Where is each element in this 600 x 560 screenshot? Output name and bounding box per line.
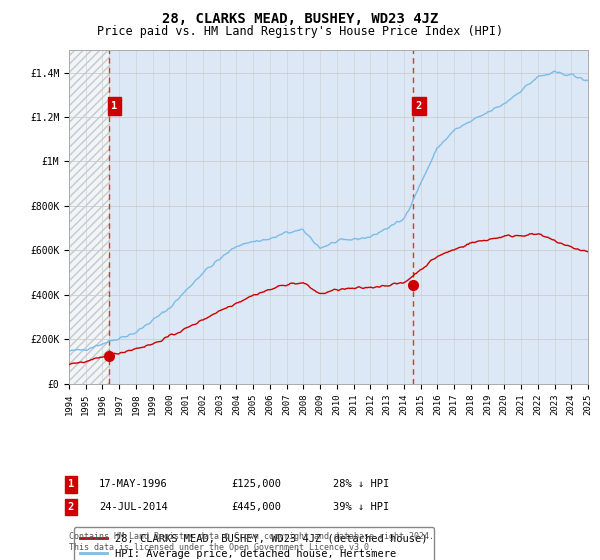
Text: 28% ↓ HPI: 28% ↓ HPI (333, 479, 389, 489)
Text: 1: 1 (68, 479, 74, 489)
Bar (69, 50, 109, 384)
Legend: 28, CLARKS MEAD, BUSHEY, WD23 4JZ (detached house), HPI: Average price, detached: 28, CLARKS MEAD, BUSHEY, WD23 4JZ (detac… (74, 527, 434, 560)
Text: 17-MAY-1996: 17-MAY-1996 (99, 479, 168, 489)
Text: 24-JUL-2014: 24-JUL-2014 (99, 502, 168, 512)
Text: 2: 2 (416, 101, 422, 111)
Text: £125,000: £125,000 (231, 479, 281, 489)
Text: 1: 1 (112, 101, 118, 111)
Text: 2: 2 (68, 502, 74, 512)
Text: 39% ↓ HPI: 39% ↓ HPI (333, 502, 389, 512)
Text: £445,000: £445,000 (231, 502, 281, 512)
Text: 28, CLARKS MEAD, BUSHEY, WD23 4JZ: 28, CLARKS MEAD, BUSHEY, WD23 4JZ (162, 12, 438, 26)
Text: Contains HM Land Registry data © Crown copyright and database right 2024.
This d: Contains HM Land Registry data © Crown c… (69, 532, 434, 552)
Text: Price paid vs. HM Land Registry's House Price Index (HPI): Price paid vs. HM Land Registry's House … (97, 25, 503, 38)
